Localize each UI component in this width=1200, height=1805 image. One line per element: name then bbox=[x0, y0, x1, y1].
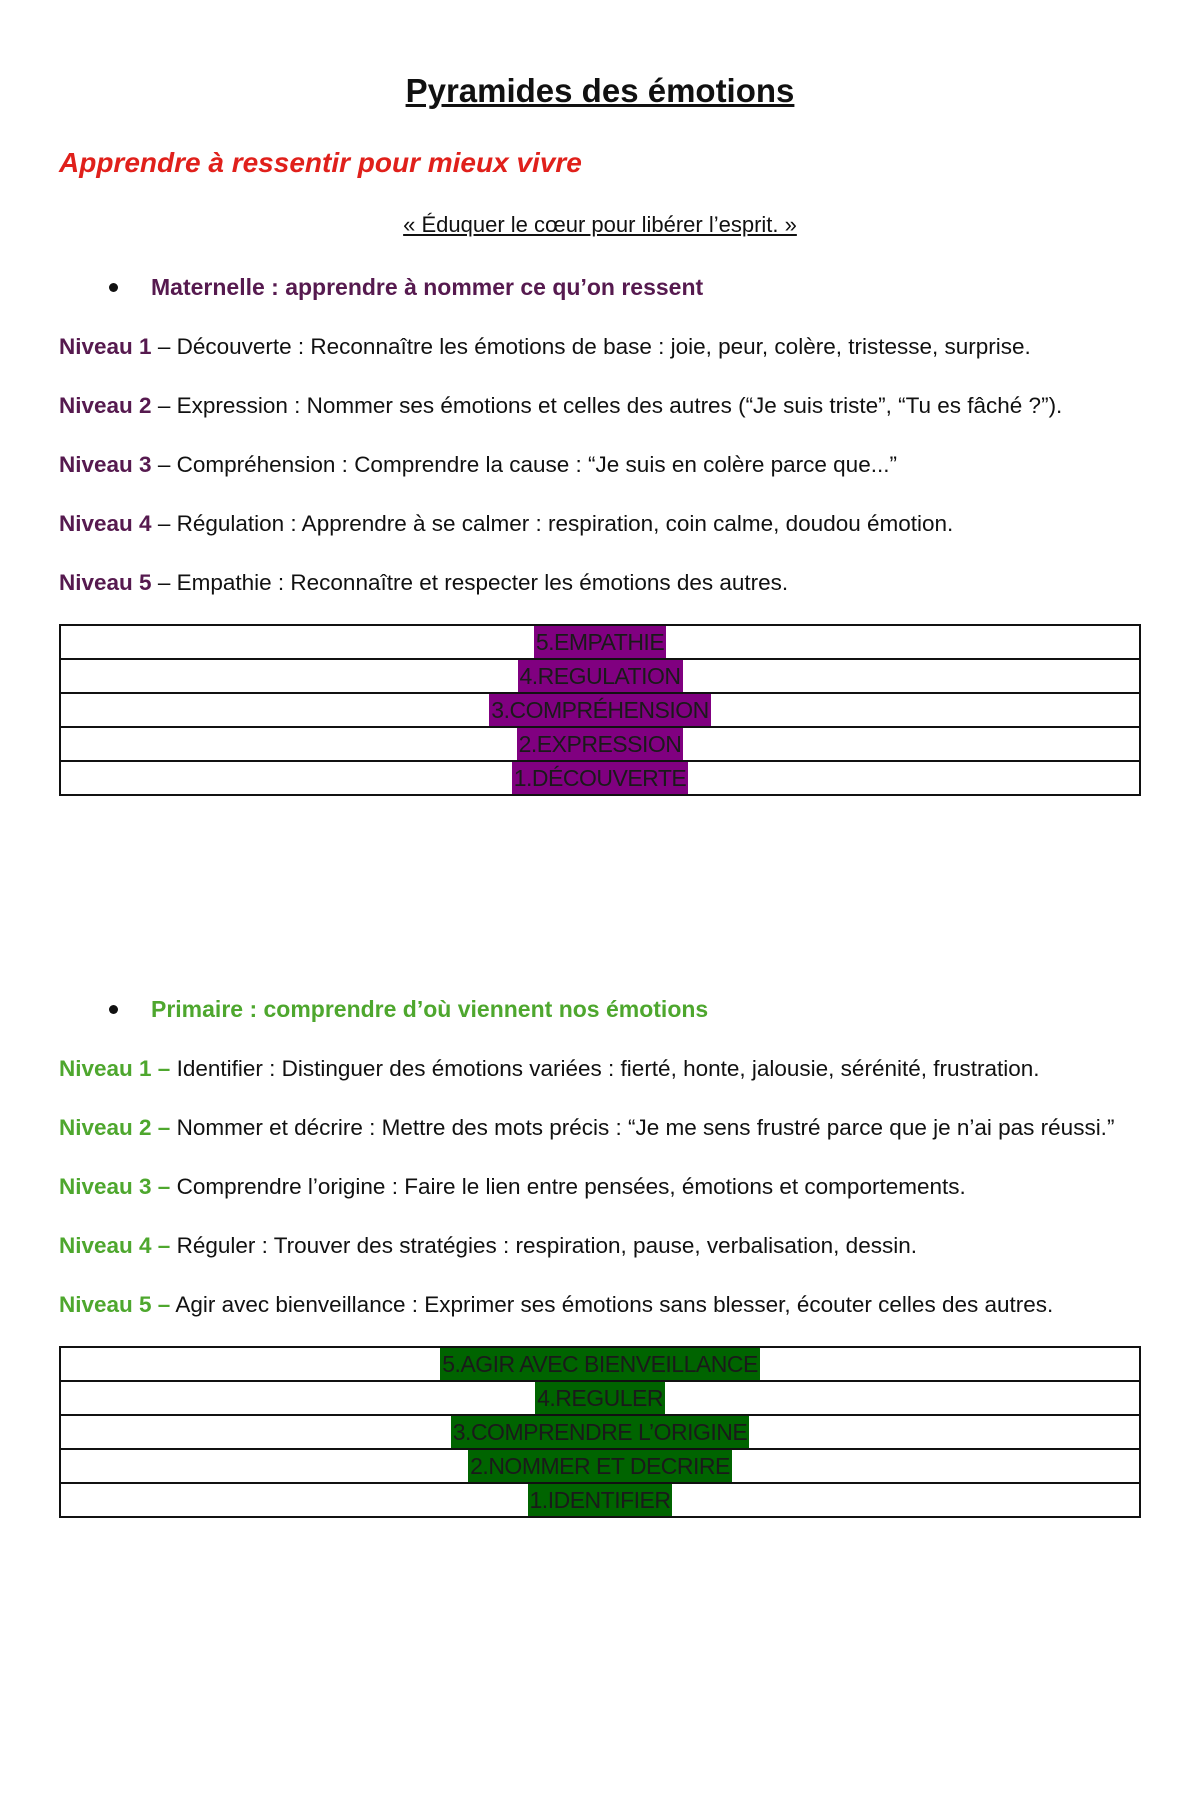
pyramid-level: 1.IDENTIFIER bbox=[527, 1484, 673, 1516]
section-maternelle: Maternelle : apprendre à nommer ce qu’on… bbox=[59, 267, 1141, 796]
level-paragraph: Niveau 5 – Empathie : Reconnaître et res… bbox=[59, 562, 1141, 603]
level-text: Comprendre l’origine : Faire le lien ent… bbox=[176, 1174, 966, 1199]
level-text: Compréhension : Comprendre la cause : “J… bbox=[176, 452, 897, 477]
pyramid-level: 2.NOMMER ET DECRIRE bbox=[468, 1450, 732, 1482]
level-text: Régulation : Apprendre à se calmer : res… bbox=[176, 511, 954, 536]
level-separator: – bbox=[151, 334, 177, 359]
pyramid-table: 5.EMPATHIE 4.REGULATION 3.COMPRÉHENSION 2.E… bbox=[59, 624, 1141, 796]
pyramid-row: 5.AGIR AVEC BIENVEILLANCE bbox=[59, 1346, 1141, 1382]
section-primaire: Primaire : comprendre d’où viennent nos … bbox=[59, 989, 1141, 1518]
pyramid-row: 3.COMPRÉHENSION bbox=[59, 692, 1141, 728]
level-label: Niveau 4 – bbox=[59, 1233, 171, 1258]
pyramid-row: 3.COMPRENDRE L’ORIGINE bbox=[59, 1414, 1141, 1450]
pyramid-row: 5.EMPATHIE bbox=[59, 624, 1141, 660]
level-text: Identifier : Distinguer des émotions var… bbox=[176, 1056, 1040, 1081]
section-heading: Maternelle : apprendre à nommer ce qu’on… bbox=[59, 267, 1141, 308]
level-label: Niveau 3 bbox=[59, 452, 152, 477]
pyramid-table: 5.AGIR AVEC BIENVEILLANCE 4.REGULER 3.COMP… bbox=[59, 1346, 1141, 1518]
pyramid-cell: 4.REGULER bbox=[59, 1380, 1141, 1416]
level-paragraph: Niveau 3 – Comprendre l’origine : Faire … bbox=[59, 1166, 1141, 1207]
level-label: Niveau 1 – bbox=[59, 1056, 171, 1081]
pyramid-row: 1.IDENTIFIER bbox=[59, 1482, 1141, 1518]
pyramid-cell: 1.DÉCOUVERTE bbox=[59, 760, 1141, 796]
bullet-icon bbox=[109, 1005, 118, 1014]
pyramid-row: 2.NOMMER ET DECRIRE bbox=[59, 1448, 1141, 1484]
level-label: Niveau 5 – bbox=[59, 1292, 171, 1317]
pyramid-cell: 3.COMPRÉHENSION bbox=[59, 692, 1141, 728]
pyramid-cell: 3.COMPRENDRE L’ORIGINE bbox=[59, 1414, 1141, 1450]
pyramid-level: 5.AGIR AVEC BIENVEILLANCE bbox=[440, 1348, 760, 1380]
level-paragraph: Niveau 1 – Identifier : Distinguer des é… bbox=[59, 1048, 1141, 1089]
level-separator: – bbox=[151, 570, 177, 595]
pyramid-level: 1.DÉCOUVERTE bbox=[511, 762, 689, 794]
pyramid-row: 1.DÉCOUVERTE bbox=[59, 760, 1141, 796]
level-text: Expression : Nommer ses émotions et cell… bbox=[176, 393, 1063, 418]
level-paragraph: Niveau 2 – Nommer et décrire : Mettre de… bbox=[59, 1107, 1141, 1148]
level-paragraph: Niveau 4 – Régulation : Apprendre à se c… bbox=[59, 503, 1141, 544]
level-separator: – bbox=[151, 452, 177, 477]
pyramid-cell: 5.AGIR AVEC BIENVEILLANCE bbox=[59, 1346, 1141, 1382]
pyramid-level: 4.REGULATION bbox=[517, 660, 683, 692]
subtitle: Apprendre à ressentir pour mieux vivre bbox=[59, 147, 582, 178]
pyramid-cell: 5.EMPATHIE bbox=[59, 624, 1141, 660]
level-label: Niveau 1 bbox=[59, 334, 152, 359]
level-label: Niveau 4 bbox=[59, 511, 152, 536]
pyramid-cell: 2.NOMMER ET DECRIRE bbox=[59, 1448, 1141, 1484]
pyramid-row: 4.REGULER bbox=[59, 1380, 1141, 1416]
level-separator: – bbox=[151, 511, 177, 536]
level-paragraph: Niveau 1 – Découverte : Reconnaître les … bbox=[59, 326, 1141, 367]
section-heading-text: Primaire : comprendre d’où viennent nos … bbox=[151, 996, 709, 1022]
level-paragraph: Niveau 3 – Compréhension : Comprendre la… bbox=[59, 444, 1141, 485]
level-paragraph: Niveau 5 – Agir avec bienveillance : Exp… bbox=[59, 1284, 1141, 1325]
bullet-icon bbox=[109, 283, 118, 292]
level-paragraph: Niveau 4 – Réguler : Trouver des stratég… bbox=[59, 1225, 1141, 1266]
pyramid-level: 4.REGULER bbox=[535, 1382, 665, 1414]
pyramid-level: 2.EXPRESSION bbox=[516, 728, 684, 760]
level-label: Niveau 2 – bbox=[59, 1115, 171, 1140]
quote: « Éduquer le cœur pour libérer l’esprit.… bbox=[403, 212, 797, 237]
level-label: Niveau 5 bbox=[59, 570, 152, 595]
level-text: Agir avec bienveillance : Exprimer ses é… bbox=[175, 1292, 1054, 1317]
pyramid-row: 4.REGULATION bbox=[59, 658, 1141, 694]
level-text: Empathie : Reconnaître et respecter les … bbox=[176, 570, 789, 595]
pyramid-row: 2.EXPRESSION bbox=[59, 726, 1141, 762]
section-heading-text: Maternelle : apprendre à nommer ce qu’on… bbox=[151, 274, 704, 300]
pyramid-level: 3.COMPRENDRE L’ORIGINE bbox=[450, 1416, 750, 1448]
level-label: Niveau 3 – bbox=[59, 1174, 171, 1199]
section-heading: Primaire : comprendre d’où viennent nos … bbox=[59, 989, 1141, 1030]
pyramid-cell: 4.REGULATION bbox=[59, 658, 1141, 694]
pyramid-level: 3.COMPRÉHENSION bbox=[489, 694, 711, 726]
pyramid-cell: 2.EXPRESSION bbox=[59, 726, 1141, 762]
page-title: Pyramides des émotions bbox=[405, 72, 795, 109]
level-text: Réguler : Trouver des stratégies : respi… bbox=[176, 1233, 917, 1258]
level-separator: – bbox=[151, 393, 177, 418]
level-text: Découverte : Reconnaître les émotions de… bbox=[176, 334, 1031, 359]
pyramid-cell: 1.IDENTIFIER bbox=[59, 1482, 1141, 1518]
level-paragraph: Niveau 2 – Expression : Nommer ses émoti… bbox=[59, 385, 1141, 426]
pyramid-level: 5.EMPATHIE bbox=[533, 626, 667, 658]
level-label: Niveau 2 bbox=[59, 393, 152, 418]
level-text: Nommer et décrire : Mettre des mots préc… bbox=[176, 1115, 1115, 1140]
